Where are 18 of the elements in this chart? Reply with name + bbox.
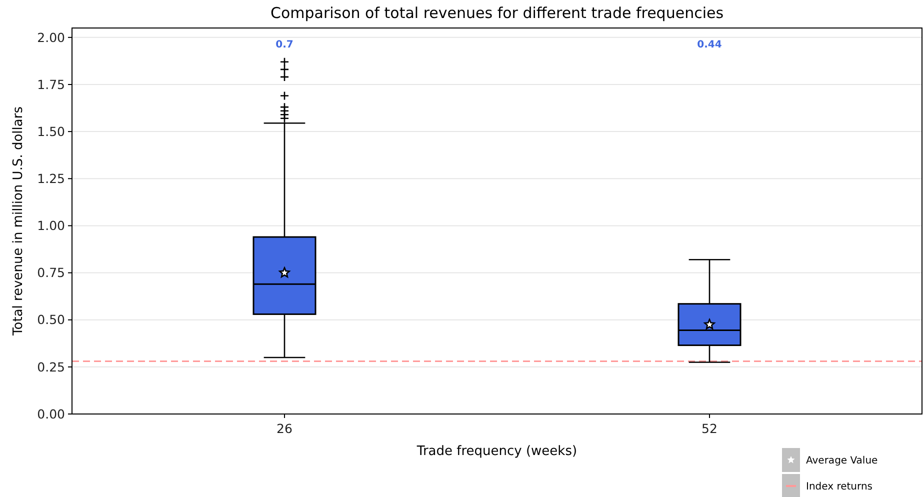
chart-title: Comparison of total revenues for different trade frequencies <box>270 4 724 22</box>
x-tick-label: 26 <box>276 421 292 436</box>
annotation: 0.44 <box>697 40 722 50</box>
legend-label: Index returns <box>806 482 872 492</box>
annotation: 0.7 <box>276 40 294 50</box>
y-tick-label: 1.75 <box>37 76 65 92</box>
x-tick-label: 52 <box>702 421 718 436</box>
y-tick-label: 1.25 <box>37 171 65 186</box>
x-axis-title: Trade frequency (weeks) <box>416 444 578 459</box>
y-tick-label: 0.75 <box>37 265 65 280</box>
y-tick-label: 0.00 <box>37 406 66 422</box>
y-tick-label: 0.25 <box>37 359 65 374</box>
y-tick-label: 2.00 <box>37 30 66 45</box>
y-tick-label: 1.50 <box>37 124 66 139</box>
y-tick-label: 0.50 <box>37 312 66 328</box>
y-tick-label: 1.00 <box>37 218 66 234</box>
y-axis-title: Total revenue in million U.S. dollars <box>11 106 26 336</box>
text: Average Value <box>806 456 878 466</box>
